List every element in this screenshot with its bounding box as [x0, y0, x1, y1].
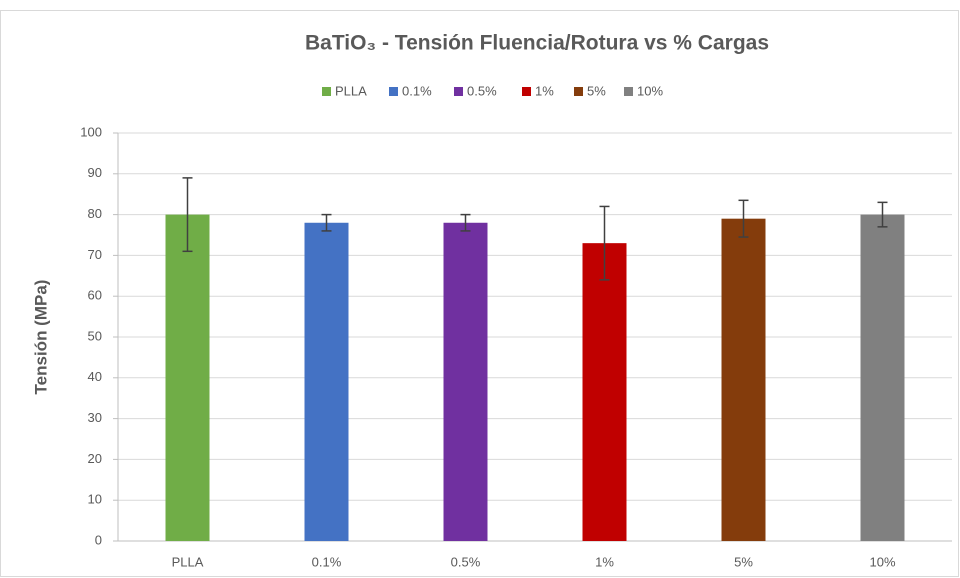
bar	[721, 218, 766, 541]
legend-swatch	[522, 87, 531, 96]
legend-label: 5%	[587, 83, 606, 98]
error-bar	[599, 205, 610, 281]
x-tick-label: 0.1%	[312, 554, 342, 569]
bar	[165, 214, 210, 541]
y-tick-label: 40	[88, 369, 102, 384]
y-tick-label: 100	[80, 124, 102, 139]
legend-swatch	[322, 87, 331, 96]
y-tick-label: 10	[88, 492, 102, 507]
bar	[443, 222, 488, 541]
chart-title: BaTiO₃ - Tensión Fluencia/Rotura vs % Ca…	[305, 32, 769, 55]
bar	[304, 222, 349, 541]
x-tick-label: 1%	[595, 554, 614, 569]
legend-label: 0.1%	[402, 83, 432, 98]
y-tick-label: 50	[88, 328, 102, 343]
bar	[860, 214, 905, 541]
legend-label: 10%	[637, 83, 663, 98]
y-axis-title: Tensión (MPa)	[31, 280, 50, 395]
x-tick-label: 10%	[869, 554, 895, 569]
y-tick-label: 80	[88, 206, 102, 221]
legend-label: 1%	[535, 83, 554, 98]
legend-swatch	[624, 87, 633, 96]
x-tick-label: 5%	[734, 554, 753, 569]
y-tick-label: 20	[88, 451, 102, 466]
legend-swatch	[454, 87, 463, 96]
bar	[582, 243, 627, 541]
x-tick-label: 0.5%	[451, 554, 481, 569]
error-bar	[182, 177, 193, 253]
legend-label: PLLA	[335, 83, 367, 98]
y-tick-label: 0	[95, 532, 102, 547]
legend-swatch	[389, 87, 398, 96]
y-tick-label: 90	[88, 165, 102, 180]
x-tick-label: PLLA	[172, 554, 204, 569]
legend-swatch	[574, 87, 583, 96]
error-bar	[460, 213, 471, 232]
error-bar	[877, 201, 888, 228]
y-tick-label: 70	[88, 247, 102, 262]
y-tick-label: 60	[88, 288, 102, 303]
error-bar	[738, 199, 749, 238]
error-bar	[321, 213, 332, 232]
y-tick-label: 30	[88, 410, 102, 425]
legend-label: 0.5%	[467, 83, 497, 98]
